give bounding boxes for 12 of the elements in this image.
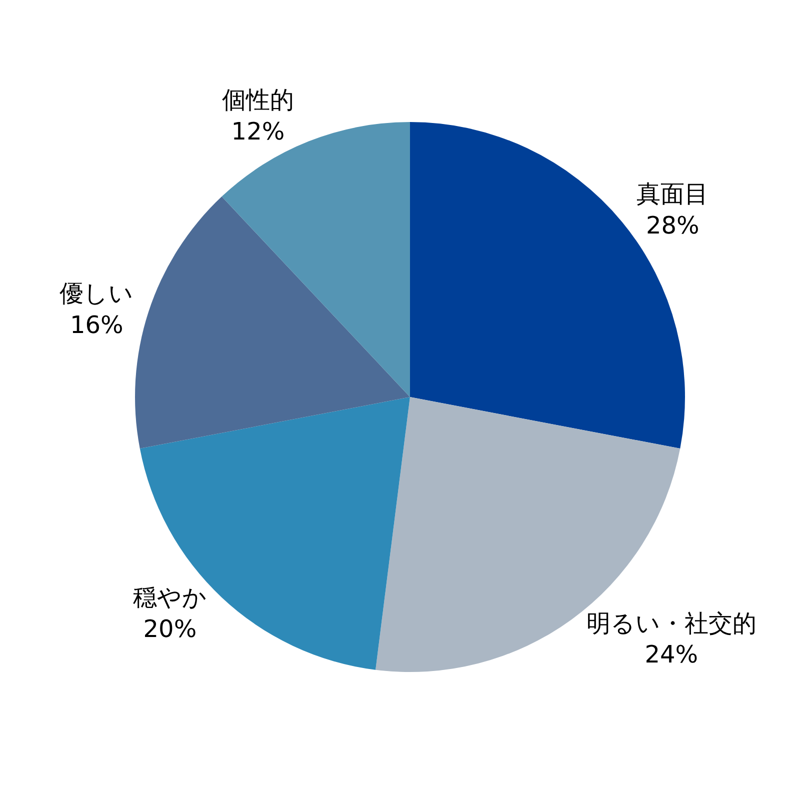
slice-label: 優しい — [60, 280, 134, 308]
slice-label: 真面目 — [636, 180, 709, 208]
slice-label: 明るい・社交的 — [586, 609, 756, 638]
data-label: 24% — [644, 640, 698, 668]
data-label: 12% — [231, 117, 285, 146]
slice-label: 穏やか — [132, 584, 207, 612]
data-label: 20% — [143, 614, 197, 643]
pie-slice — [136, 196, 410, 449]
slice-label: 個性的 — [222, 86, 294, 114]
data-label: 28% — [646, 211, 700, 240]
pie-slice — [222, 122, 410, 397]
data-label: 16% — [70, 310, 124, 339]
